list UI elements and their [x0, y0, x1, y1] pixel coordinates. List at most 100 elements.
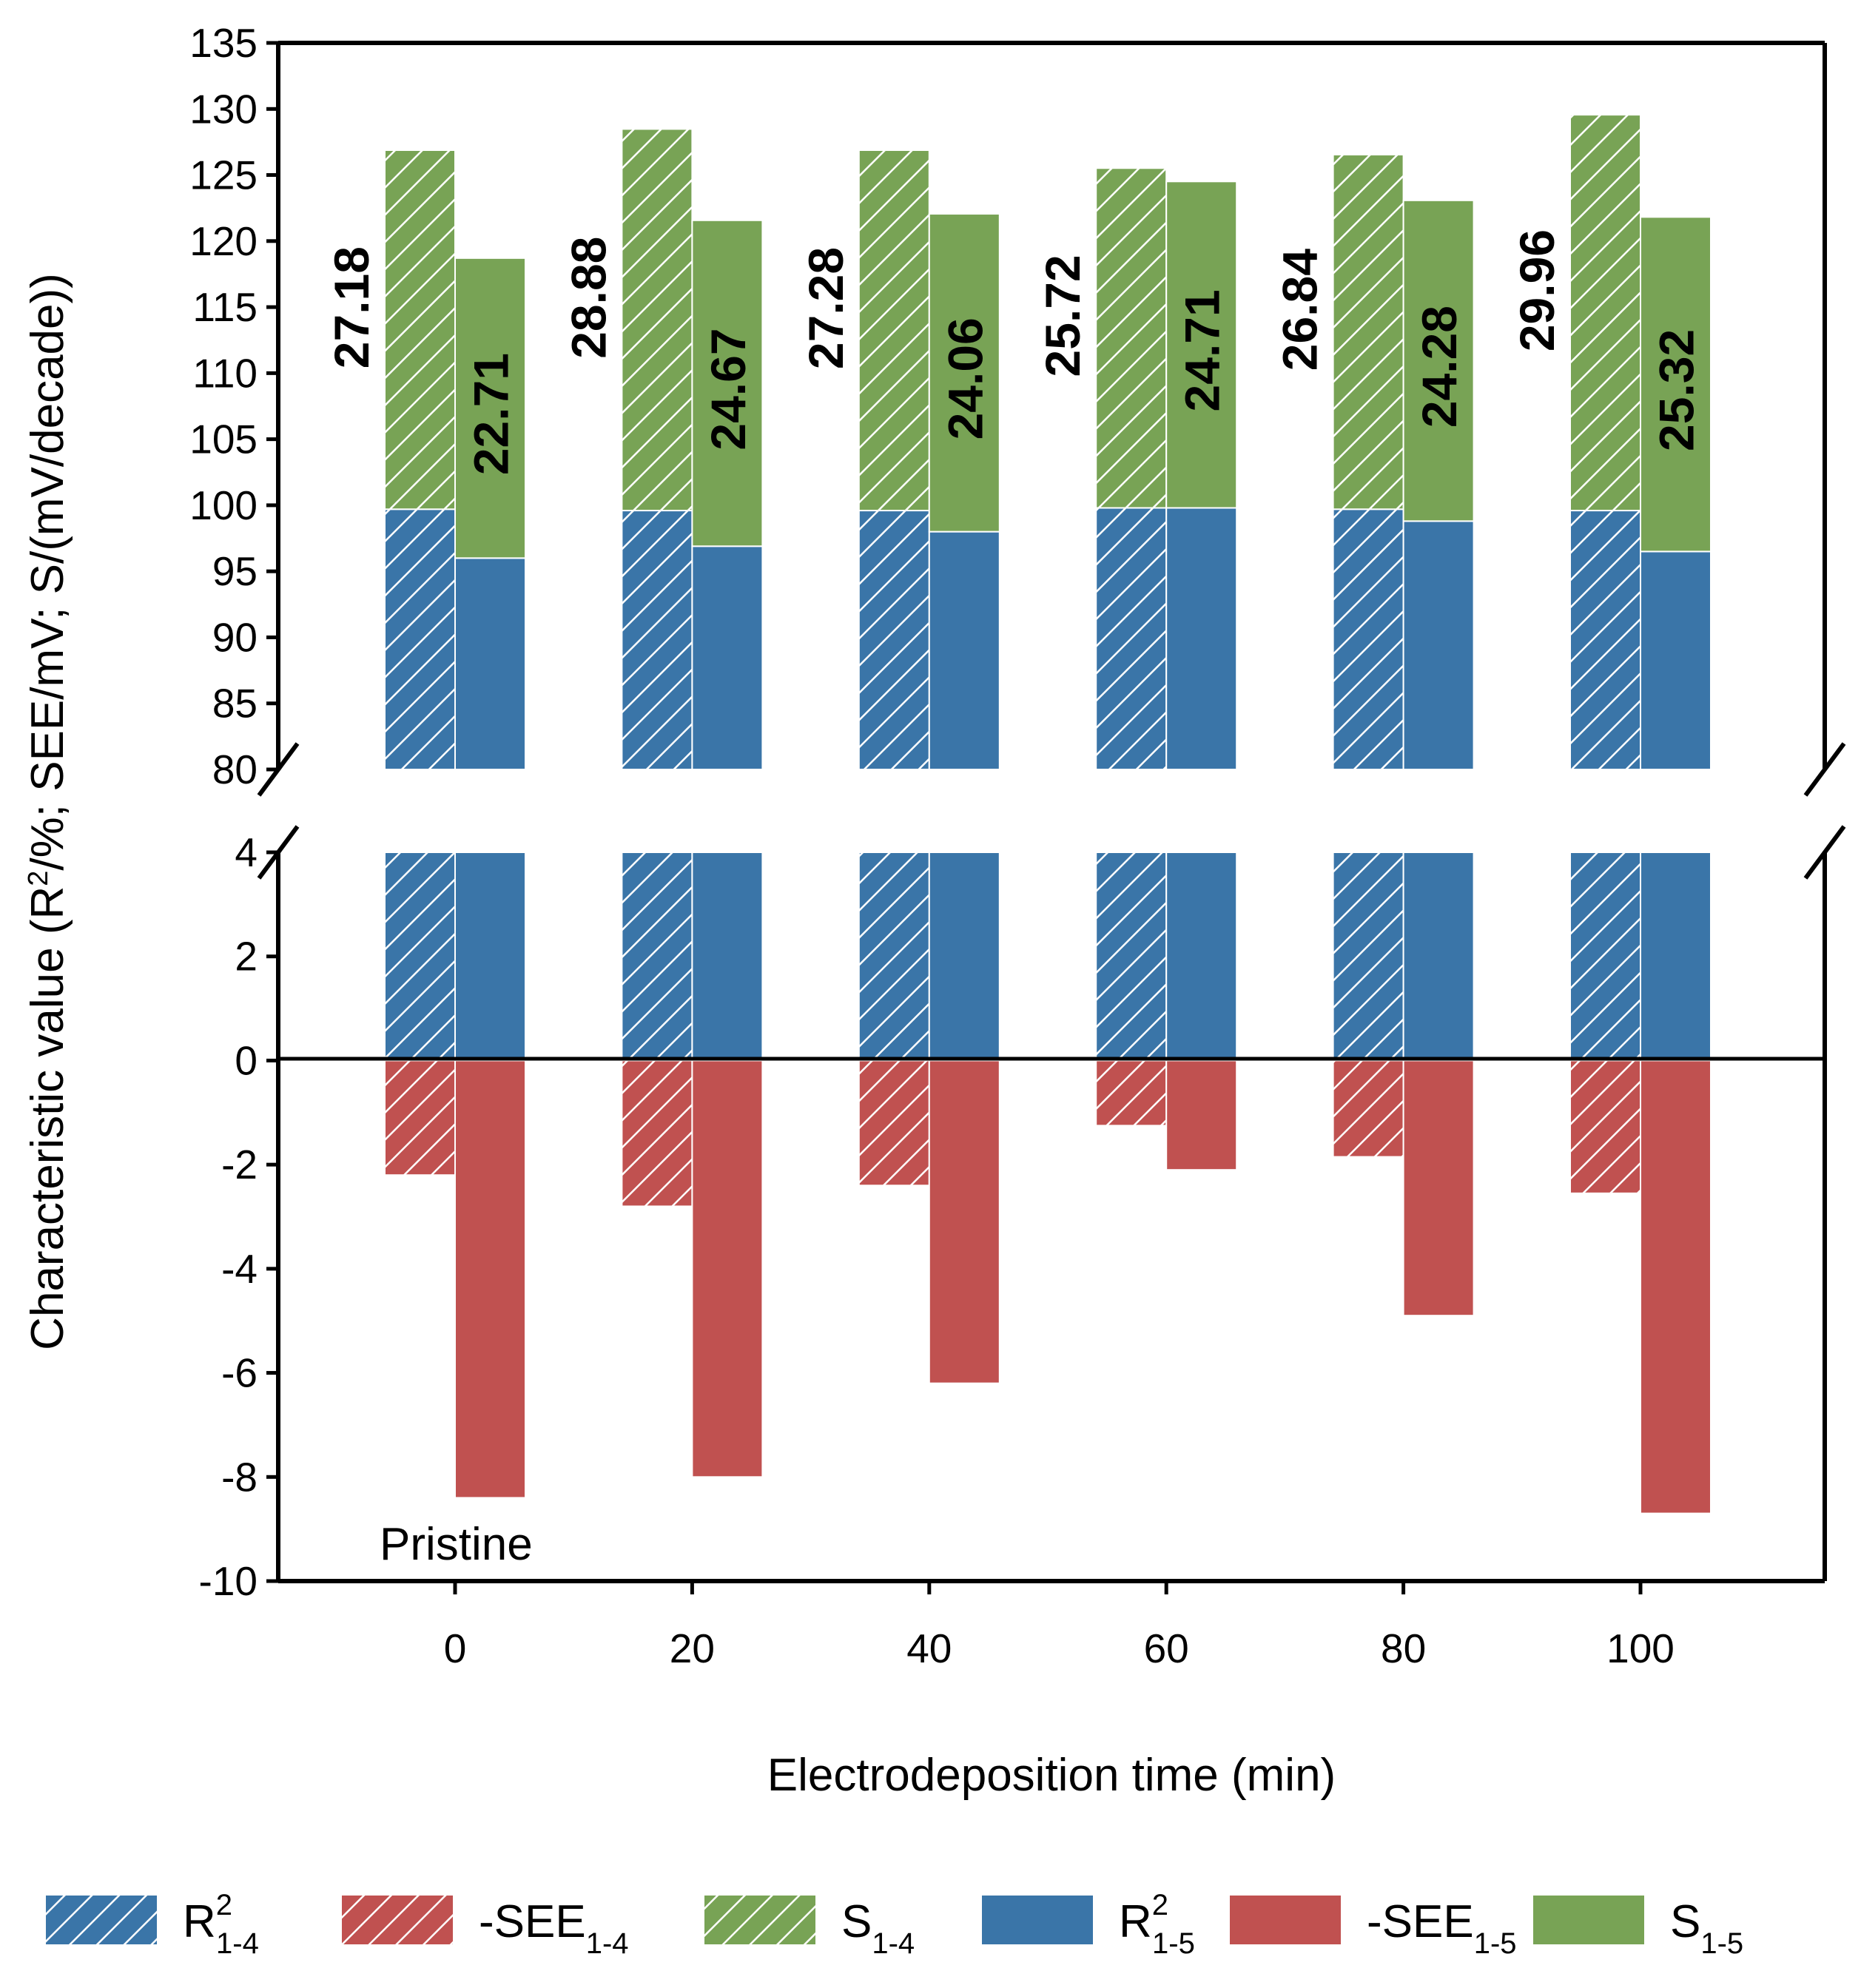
y-axis-title: Characteristic value (R2/%; SEE/mV; S/(m…	[22, 273, 73, 1350]
x-tick-label: 100	[1606, 1625, 1675, 1671]
data-label-S_1-4-60: 25.72	[1035, 255, 1090, 377]
x-tick-label: 60	[1144, 1625, 1189, 1671]
legend-swatch-S_1-5	[1533, 1896, 1644, 1944]
legend-label--SEE_1-4: -SEE1-4	[479, 1896, 629, 1960]
bar-R2_1-5-lower-40	[928, 852, 1000, 1062]
data-label-S_1-5-0: 22.71	[464, 353, 519, 475]
y-tick-label: 110	[192, 350, 258, 396]
y-tick-label: -6	[221, 1350, 258, 1396]
bar-R2_1-5-lower-100	[1640, 852, 1712, 1062]
bar-R2_1-4-upper-0	[384, 508, 456, 770]
bar-R2_1-5-upper-60	[1165, 507, 1238, 770]
x-tick-label: 40	[906, 1625, 952, 1671]
y-tick-label: -2	[221, 1142, 258, 1187]
bar-R2_1-4-lower-0	[384, 852, 456, 1062]
bar-R2_1-4-lower-80	[1332, 852, 1404, 1062]
legend-swatch-R2_1-4	[46, 1896, 157, 1944]
y-tick-label: 85	[212, 681, 258, 727]
bar-R2_1-4-upper-60	[1095, 507, 1168, 770]
bar-R2_1-5-upper-0	[454, 557, 526, 770]
bar-R2_1-5-upper-80	[1402, 520, 1475, 770]
bar--SEE_1-4-100	[1569, 1059, 1641, 1194]
bar-R2_1-4-upper-40	[858, 510, 930, 770]
y-tick-label: 115	[192, 284, 258, 330]
y-tick-label: 0	[235, 1037, 258, 1083]
bar--SEE_1-4-80	[1332, 1059, 1404, 1158]
legend-swatch-R2_1-5	[982, 1896, 1093, 1944]
bar-R2_1-5-lower-80	[1402, 852, 1475, 1062]
data-label-S_1-4-80: 26.84	[1273, 249, 1327, 371]
legend-swatch-S_1-4	[704, 1896, 815, 1944]
data-label-S_1-5-40: 24.06	[938, 317, 992, 439]
y-tick-label: 105	[189, 417, 258, 462]
bar-S_1-5-0	[454, 257, 526, 559]
bar--SEE_1-5-80	[1402, 1059, 1475, 1317]
bars-layer	[384, 114, 1712, 1514]
bar-S_1-4-20	[621, 128, 693, 512]
y-tick-label: 135	[189, 20, 258, 66]
bar-R2_1-5-lower-0	[454, 852, 526, 1062]
data-label-S_1-5-100: 25.32	[1649, 329, 1704, 451]
y-axis-title-post: /%; SEE/mV; S/(mV/decade))	[22, 273, 73, 870]
y-tick-label: -4	[221, 1246, 258, 1292]
legend-label-S_1-5: S1-5	[1670, 1896, 1743, 1960]
plot-frame	[276, 41, 1827, 1583]
legend-label-R2_1-4: R2 1-4	[183, 1889, 259, 1960]
data-label-S_1-5-20: 24.67	[701, 328, 755, 450]
bar-S_1-4-60	[1095, 167, 1168, 509]
bar--SEE_1-5-60	[1165, 1059, 1238, 1171]
bar-S_1-4-0	[384, 149, 456, 511]
bar--SEE_1-4-20	[621, 1059, 693, 1207]
data-label-S_1-4-20: 28.88	[561, 237, 616, 359]
ticks-layer: 80 85 90 95 100 105 110 115 120 125 130 135 -10 -8 -6 -…	[189, 20, 1675, 1671]
bar-S_1-5-100	[1640, 216, 1712, 553]
bar-R2_1-5-upper-100	[1640, 550, 1712, 771]
x-tick-label: 20	[670, 1625, 715, 1671]
x-axis-title: Electrodeposition time (min)	[767, 1750, 1336, 1801]
bar-S_1-5-40	[928, 213, 1000, 533]
legend-label-R2_1-5: R2 1-5	[1119, 1889, 1195, 1960]
y-axis-title-pre: Characteristic value (R	[22, 886, 73, 1350]
bar-R2_1-4-lower-60	[1095, 852, 1168, 1062]
legend-label--SEE_1-5: -SEE1-5	[1367, 1896, 1517, 1960]
y-tick-label: 120	[189, 218, 258, 264]
bar-R2_1-4-upper-100	[1569, 510, 1641, 770]
data-label-S_1-4-100: 29.96	[1510, 229, 1564, 351]
bar-R2_1-5-lower-60	[1165, 852, 1238, 1062]
bar-S_1-5-60	[1165, 181, 1238, 509]
y-tick-label: 90	[212, 614, 258, 660]
bar-R2_1-4-lower-40	[858, 852, 930, 1062]
data-label-S_1-4-0: 27.18	[324, 246, 379, 368]
bar-R2_1-5-lower-20	[691, 852, 764, 1062]
x-tick-label: 80	[1381, 1625, 1426, 1671]
data-label-S_1-5-60: 24.71	[1175, 289, 1230, 411]
y-tick-label: -8	[221, 1454, 258, 1500]
bar--SEE_1-5-0	[454, 1059, 526, 1499]
y-axis-title-sup: 2	[23, 871, 54, 886]
legend-label-S_1-4: S1-4	[841, 1896, 915, 1960]
bar--SEE_1-4-40	[858, 1059, 930, 1187]
bar--SEE_1-5-40	[928, 1059, 1000, 1384]
bar-S_1-4-40	[858, 149, 930, 512]
legend-swatch--SEE_1-5	[1230, 1896, 1341, 1944]
bar-S_1-5-80	[1402, 199, 1475, 522]
data-label-S_1-5-80: 24.28	[1412, 306, 1467, 428]
bar--SEE_1-5-100	[1640, 1059, 1712, 1514]
bar-R2_1-4-upper-20	[621, 510, 693, 770]
bar-R2_1-5-upper-20	[691, 545, 764, 770]
y-tick-label: 95	[212, 548, 258, 594]
bar--SEE_1-4-0	[384, 1059, 456, 1176]
y-tick-label: 100	[189, 482, 258, 528]
bar-R2_1-4-upper-80	[1332, 508, 1404, 770]
bar--SEE_1-5-20	[691, 1059, 764, 1478]
bar-R2_1-4-lower-20	[621, 852, 693, 1062]
y-tick-label: -10	[199, 1558, 258, 1604]
bar-S_1-4-80	[1332, 154, 1404, 511]
bar-S_1-4-100	[1569, 114, 1641, 512]
data-label-S_1-4-40: 27.28	[798, 247, 853, 369]
y-tick-label: 130	[189, 86, 258, 132]
data-labels-layer: 27.18 22.71 28.88 24.67 27.28 24.06 25.72 24.71…	[324, 229, 1704, 475]
y-tick-label: 125	[189, 152, 258, 198]
y-tick-label: 4	[235, 829, 258, 875]
